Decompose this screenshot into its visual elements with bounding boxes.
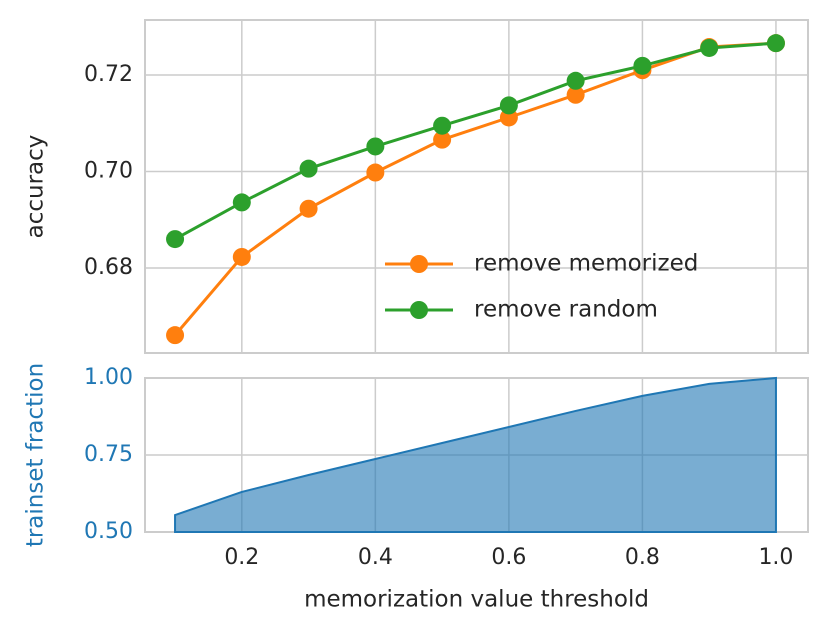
- x-tick-label: 1.0: [758, 545, 793, 570]
- legend-label: remove memorized: [474, 251, 698, 277]
- y-axis-label: trainset fraction: [23, 363, 49, 547]
- marker: [366, 137, 385, 156]
- x-tick-label: 0.4: [358, 545, 393, 570]
- x-axis-label: memorization value threshold: [304, 587, 649, 613]
- marker: [433, 116, 452, 135]
- marker: [166, 230, 185, 249]
- y-axis-label: accuracy: [23, 135, 49, 239]
- y-tick-label: 0.68: [84, 255, 133, 280]
- marker: [166, 326, 185, 345]
- y-tick-label: 0.70: [84, 159, 133, 184]
- marker: [633, 56, 652, 75]
- marker: [299, 159, 318, 178]
- marker: [700, 38, 719, 57]
- y-tick-label: 0.50: [84, 519, 133, 544]
- area: [174, 376, 777, 533]
- line: [174, 41, 777, 241]
- legend-marker: [410, 255, 428, 273]
- marker: [366, 163, 385, 182]
- marker: [232, 193, 251, 212]
- marker: [566, 71, 585, 90]
- marker: [433, 130, 452, 149]
- x-tick-label: 0.8: [625, 545, 660, 570]
- marker: [232, 247, 251, 266]
- y-tick-label: 0.75: [84, 442, 133, 467]
- line: [173, 41, 777, 337]
- legend-marker: [410, 301, 428, 319]
- marker: [566, 85, 585, 104]
- axes-frame: [144, 19, 809, 354]
- x-tick-label: 0.6: [491, 545, 526, 570]
- x-tick-label: 0.2: [224, 545, 259, 570]
- y-tick-label: 1.00: [84, 365, 133, 390]
- y-tick-label: 0.72: [84, 62, 133, 87]
- legend-label: remove random: [474, 297, 658, 323]
- marker: [766, 34, 785, 53]
- marker: [499, 96, 518, 115]
- marker: [299, 199, 318, 218]
